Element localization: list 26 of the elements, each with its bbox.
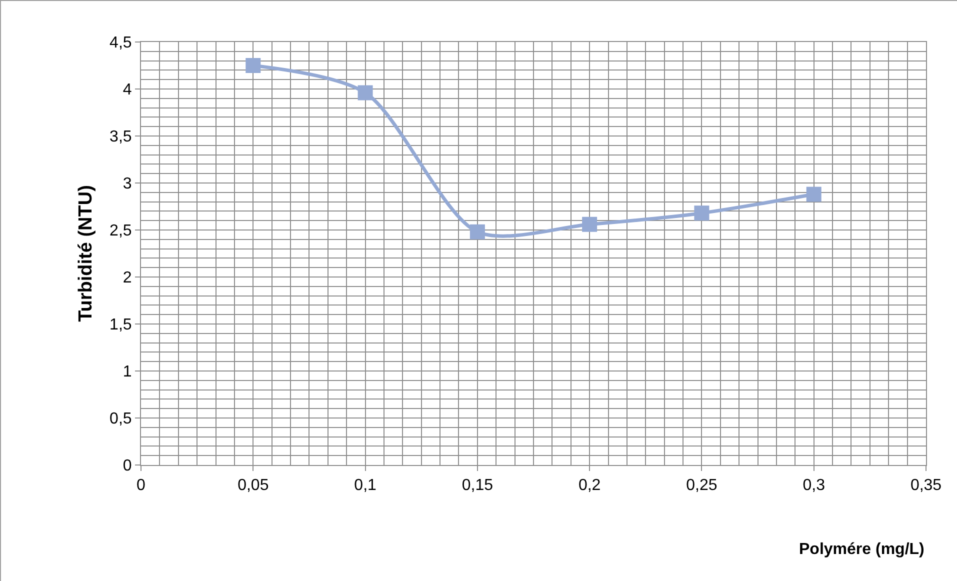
point bbox=[806, 186, 822, 202]
x-tick-label: 0,25 bbox=[686, 477, 718, 494]
point bbox=[358, 85, 373, 100]
x-tick-label: 0,15 bbox=[462, 477, 494, 494]
x-axis-title: Polymére (mg/L) bbox=[799, 541, 924, 558]
y-tick-label: 4,5 bbox=[110, 34, 132, 52]
y-axis-title: Turbidité (NTU) bbox=[75, 185, 96, 322]
y-tick-label: 4 bbox=[122, 82, 132, 99]
point bbox=[694, 206, 710, 221]
x-tick-label: 0,35 bbox=[910, 477, 942, 494]
y-tick-label: 0 bbox=[122, 458, 132, 475]
y-tick-label: 3 bbox=[122, 176, 132, 193]
y-tick-label: 1 bbox=[122, 364, 132, 381]
x-tick-label: 0,05 bbox=[238, 477, 269, 494]
y-tick-label: 1,5 bbox=[110, 316, 132, 334]
x-tick-label: 0,3 bbox=[802, 477, 826, 494]
point bbox=[470, 224, 485, 240]
y-tick-label: 0,5 bbox=[110, 410, 132, 428]
x-tick-label: 0,1 bbox=[354, 477, 377, 494]
y-tick-label: 3,5 bbox=[110, 128, 132, 146]
x-tick-label: 0 bbox=[136, 477, 146, 494]
point bbox=[246, 58, 261, 73]
x-tick-label: 0,2 bbox=[578, 477, 601, 494]
point bbox=[582, 216, 598, 232]
y-tick-label: 2,5 bbox=[110, 222, 132, 240]
y-tick-label: 2 bbox=[122, 270, 132, 287]
